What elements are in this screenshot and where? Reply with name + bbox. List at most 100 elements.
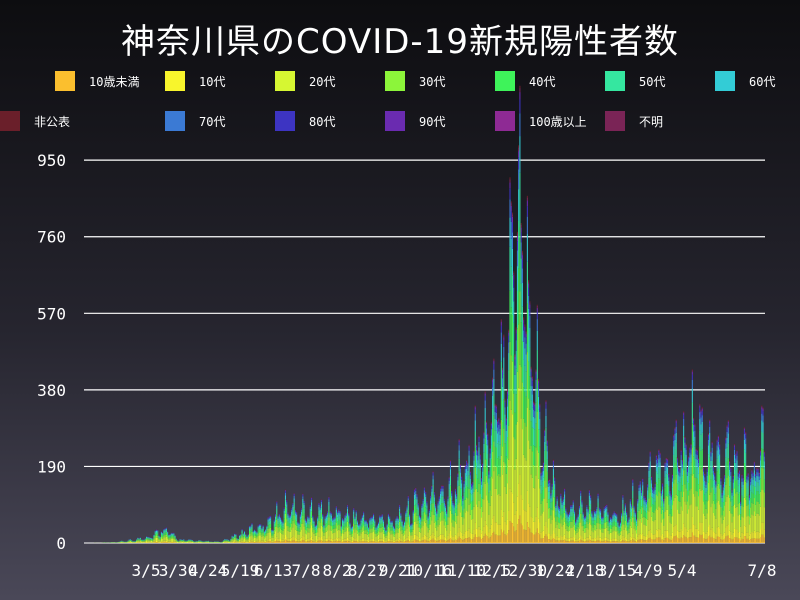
bar-segment (482, 463, 484, 466)
bar-segment (369, 533, 371, 540)
bar-segment (473, 452, 475, 456)
bar-segment (317, 517, 319, 520)
bar-segment (582, 525, 584, 531)
bar-segment (472, 493, 474, 501)
bar-segment (503, 335, 505, 338)
bar-segment (370, 539, 372, 542)
bar-segment (376, 526, 378, 528)
bar-segment (350, 529, 352, 532)
bar-segment (277, 520, 279, 525)
bar-segment (518, 268, 520, 325)
bar-segment (301, 529, 303, 538)
bar-segment (549, 533, 551, 540)
bar-segment (268, 516, 270, 518)
bar-segment (335, 510, 337, 513)
bar-segment (451, 500, 453, 507)
bar-segment (282, 521, 284, 523)
bar-segment (358, 529, 360, 533)
bar-segment (612, 538, 614, 542)
bar-segment (296, 517, 298, 522)
bar-segment (617, 522, 619, 525)
bar-segment (530, 532, 532, 543)
bar-segment (402, 526, 404, 528)
bar-segment (337, 514, 339, 518)
bar-segment (482, 471, 484, 479)
bar-segment (195, 542, 197, 543)
bar-segment (286, 512, 288, 520)
bar-segment (391, 539, 393, 542)
bar-segment (489, 450, 491, 454)
bar-segment (303, 502, 305, 505)
bar-segment (349, 534, 351, 540)
bar-segment (478, 536, 480, 543)
bar-segment (257, 533, 259, 537)
bar-segment (612, 541, 614, 543)
bar-segment (596, 508, 598, 511)
bar-segment (346, 505, 349, 506)
bar-segment (480, 478, 482, 480)
bar-segment (538, 383, 540, 389)
bar-segment (188, 541, 190, 543)
bar-segment (241, 530, 243, 532)
bar-segment (364, 530, 366, 534)
bar-segment (365, 526, 367, 531)
bar-segment (242, 533, 244, 535)
bar-segment (399, 521, 401, 528)
bar-segment (364, 522, 366, 525)
bar-segment (293, 515, 295, 524)
bar-segment (547, 481, 549, 484)
bar-segment (530, 400, 532, 422)
bar-segment (544, 430, 546, 433)
bar-segment (318, 515, 320, 521)
bar-segment (427, 527, 429, 533)
bar-segment (431, 511, 433, 521)
bar-segment (394, 532, 396, 535)
bar-segment (335, 537, 337, 541)
bar-segment (489, 505, 491, 529)
bar-segment (614, 515, 616, 519)
bar-segment (318, 506, 320, 511)
bar-segment (257, 540, 259, 542)
bar-segment (234, 539, 236, 542)
bar-segment (596, 528, 598, 538)
bar-segment (592, 520, 594, 524)
y-tick-label: 380 (37, 381, 66, 400)
bar-segment (371, 538, 373, 542)
bar-segment (462, 517, 464, 525)
bar-segment (428, 510, 430, 512)
bar-segment (595, 538, 597, 542)
bar-segment (415, 498, 417, 505)
bar-segment (320, 512, 322, 520)
bar-segment (511, 493, 513, 524)
bar-segment (420, 539, 422, 542)
bar-segment (444, 506, 447, 509)
bar-segment (520, 242, 522, 259)
bar-segment (162, 541, 164, 543)
bar-segment (426, 513, 428, 520)
bar-segment (444, 537, 447, 541)
bar-segment (526, 352, 528, 408)
bar-segment (327, 541, 329, 543)
bar-segment (583, 518, 585, 520)
bar-segment (550, 508, 552, 516)
bar-segment (567, 514, 569, 516)
bar-segment (520, 227, 522, 233)
bar-segment (469, 471, 471, 473)
bar-segment (477, 450, 479, 452)
bar-segment (363, 514, 365, 518)
bar-segment (314, 540, 316, 542)
bar-segment (287, 541, 289, 543)
bar-segment (390, 521, 392, 522)
bar-segment (246, 537, 248, 539)
bar-segment (561, 519, 563, 527)
bar-segment (483, 443, 485, 453)
bar-segment (363, 513, 365, 515)
bar-segment (614, 518, 616, 523)
bar-segment (504, 407, 506, 415)
bar-segment (304, 522, 306, 526)
bar-segment (595, 525, 597, 531)
bar-segment (426, 501, 428, 504)
bar-segment (149, 540, 151, 543)
bar-segment (535, 516, 537, 533)
bar-segment (459, 499, 461, 513)
